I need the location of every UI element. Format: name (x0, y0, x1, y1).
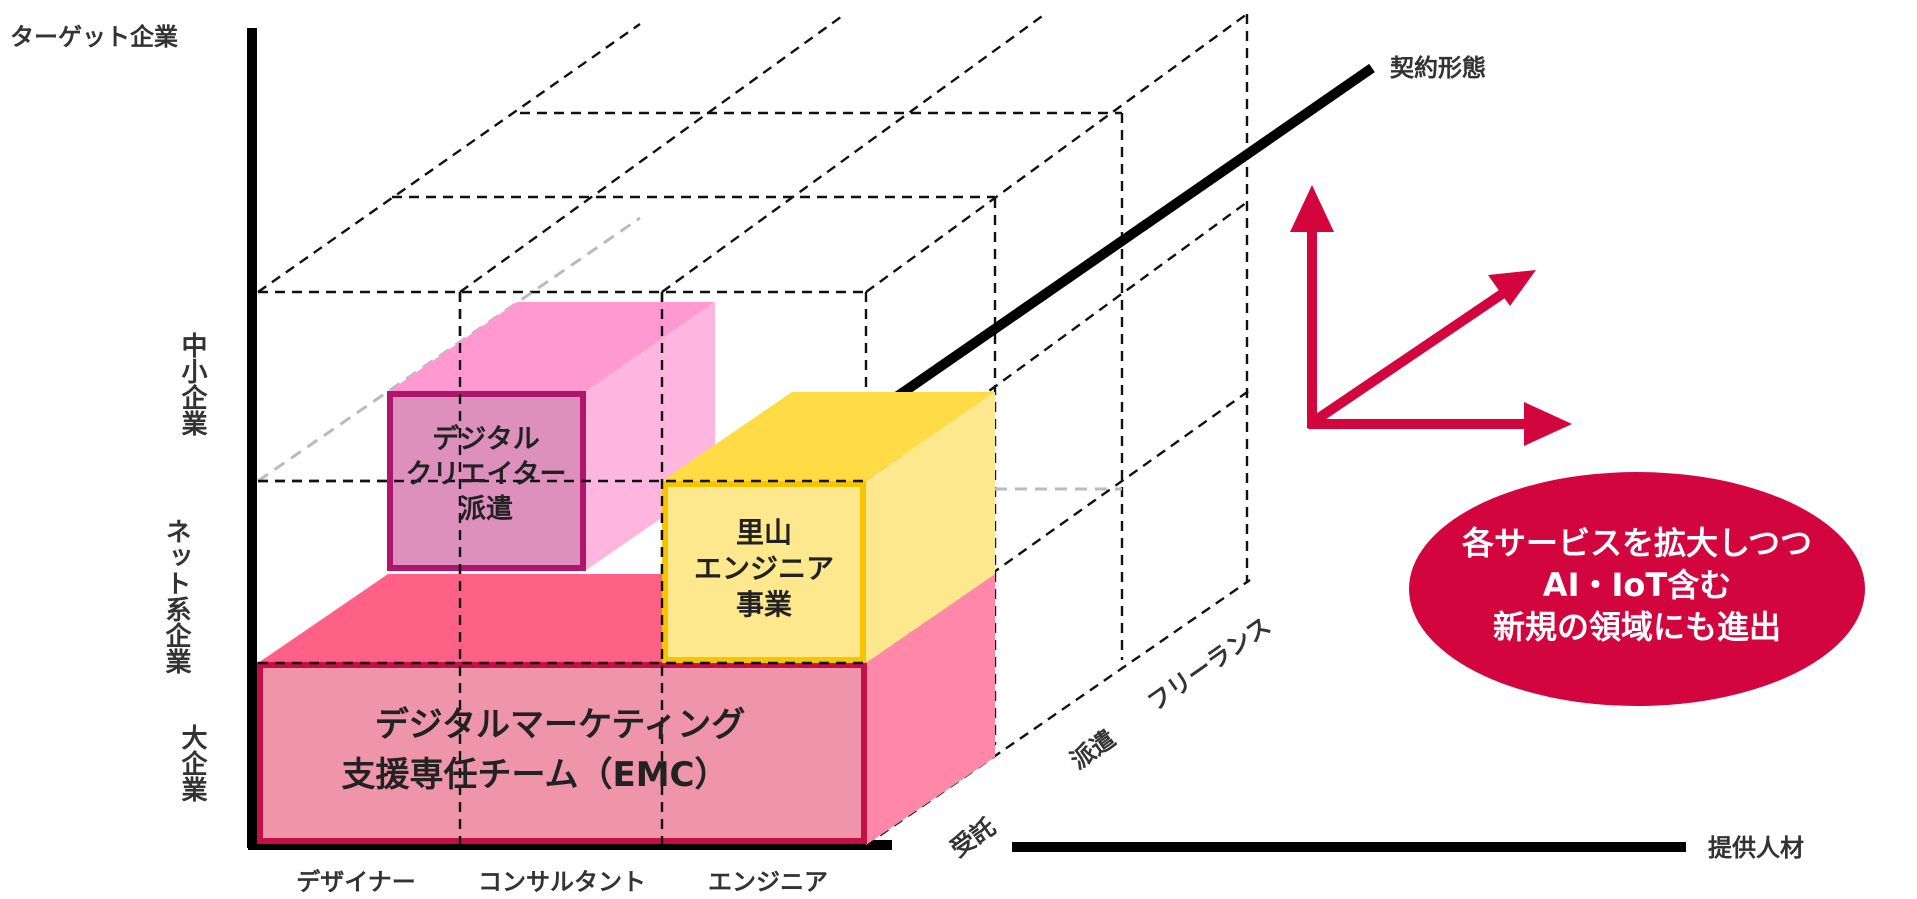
y-category-large: 大企業 (177, 724, 207, 802)
box-emc-front (257, 662, 867, 844)
callout-line1: 各サービスを拡大しつつ (1462, 524, 1812, 562)
satoyama-label-line2: エンジニア (694, 552, 834, 585)
emc-label-line1: デジタルマーケティング (375, 705, 746, 745)
box-emc-side (866, 574, 995, 845)
box-satoyama-top (662, 392, 995, 481)
z-category-contract: 受託 (945, 812, 1000, 862)
x-category-consultant: コンサルタント (478, 868, 646, 896)
arrow-diag-shaft (1307, 287, 1508, 429)
callout-ellipse (1409, 472, 1865, 706)
satoyama-label-line1: 里山 (736, 516, 792, 549)
box-creator-side (585, 302, 715, 571)
callout-line3: 新規の領域にも進出 (1493, 608, 1781, 646)
depth-axis-line (863, 63, 1375, 423)
axes (247, 28, 1686, 852)
z-category-freelance: フリーランス (1142, 612, 1276, 717)
y-category-sme: 中小企業 (177, 332, 207, 436)
callout-bubble: 各サービスを拡大しつつ AI・IoT含む 新規の領域にも進出 (1409, 472, 1865, 706)
box-satoyama-front (662, 481, 866, 663)
callout-line2: AI・IoT含む (1543, 566, 1731, 604)
y-category-net: ネット系企業 (161, 518, 191, 674)
satoyama-label-line3: 事業 (736, 588, 792, 621)
box-satoyama-side (866, 392, 995, 663)
creator-label-line3: 派遣 (459, 494, 513, 525)
x-category-engineer: エンジニア (708, 868, 828, 896)
box-creator-top (388, 302, 715, 392)
x-axis-title: 提供人材 (1708, 834, 1804, 862)
box-satoyama (662, 392, 995, 663)
creator-label-line1: デジタル (432, 423, 539, 455)
grid-overlay (258, 292, 866, 845)
emc-label-line2: 支援専任チーム（EMC） (342, 755, 729, 795)
z-category-dispatch: 派遣 (1065, 724, 1120, 774)
y-axis-title: ターゲット企業 (10, 23, 178, 51)
arrow-diag-head (1488, 270, 1536, 306)
arrow-up-head (1290, 185, 1334, 232)
expansion-arrows (1290, 185, 1572, 446)
z-axis-title: 契約形態 (1390, 54, 1486, 82)
creator-label-line2: クリエイター (406, 459, 567, 490)
arrow-right-head (1524, 402, 1572, 446)
x-category-designer: デザイナー (296, 868, 416, 896)
